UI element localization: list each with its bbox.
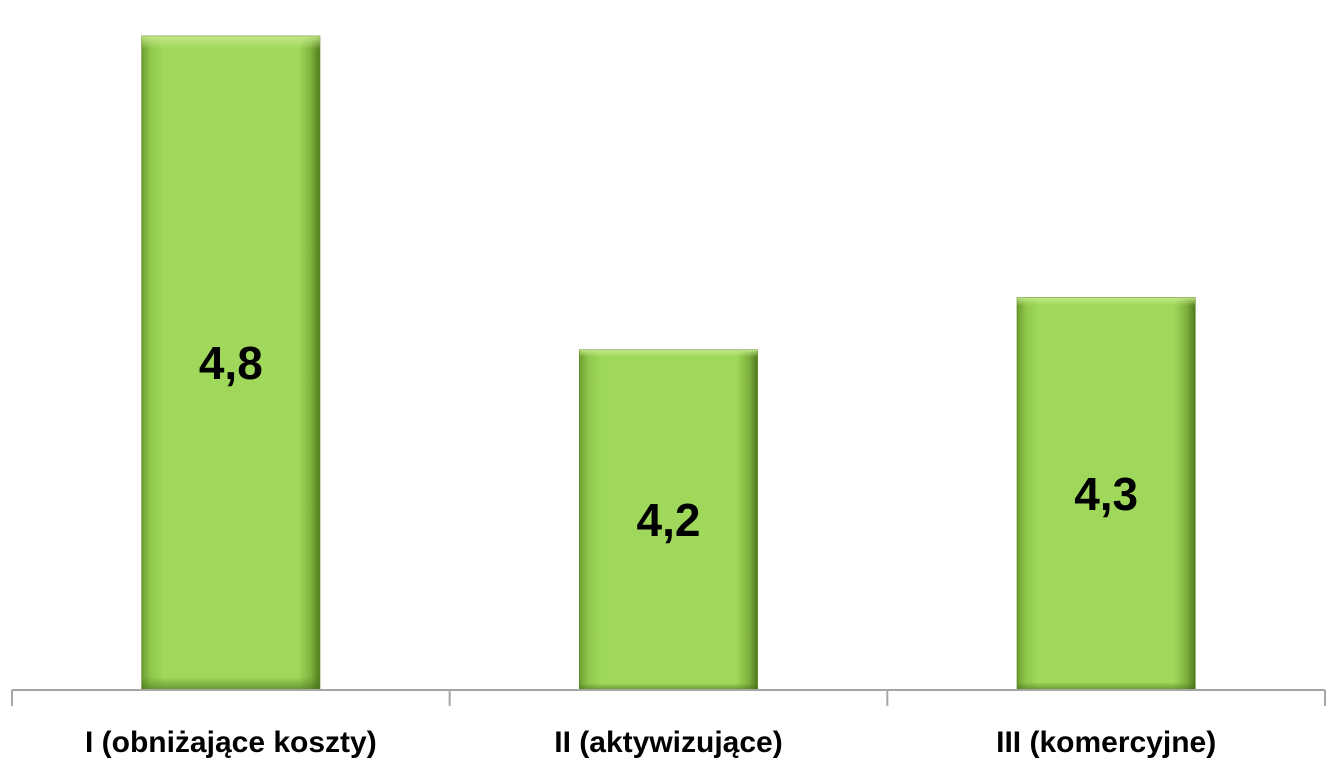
category-label-2: II (aktywizujące) xyxy=(554,726,782,759)
data-label-2: 4,2 xyxy=(637,494,701,546)
bar-bevel-1 xyxy=(141,36,320,690)
labels-group: 4,8 I (obniżające koszty) 4,2 II (aktywizuj… xyxy=(85,337,1216,759)
data-label-1: 4,8 xyxy=(199,337,263,389)
bar-bevel-3 xyxy=(1017,297,1196,690)
bars-group xyxy=(141,35,1196,691)
category-label-1: I (obniżające koszty) xyxy=(85,726,377,759)
category-label-3: III (komercyjne) xyxy=(996,726,1216,759)
x-axis xyxy=(11,689,1326,706)
bar-bevel-2 xyxy=(579,350,758,690)
data-label-3: 4,3 xyxy=(1074,468,1138,520)
